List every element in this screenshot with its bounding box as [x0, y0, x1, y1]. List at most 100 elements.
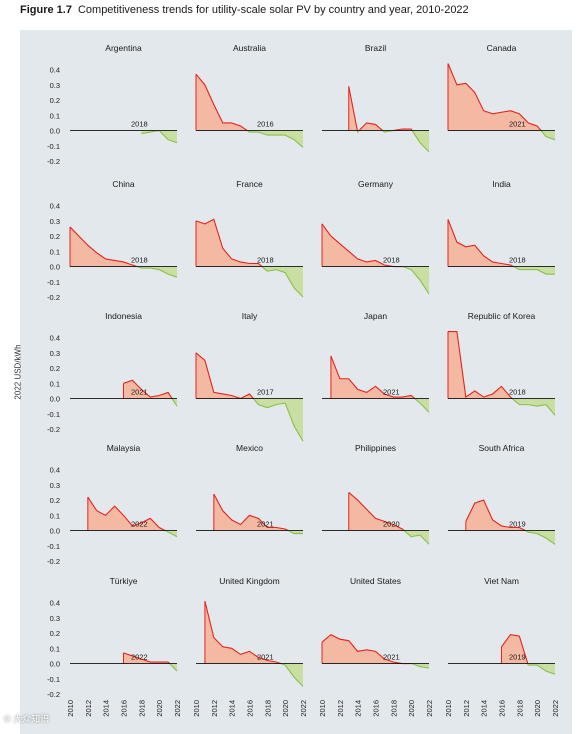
area-positive [213, 493, 289, 531]
panel-canada: Canada 2021 [447, 43, 556, 141]
series-line-positive [348, 86, 358, 131]
crossover-label: 2018 [131, 256, 148, 265]
figure-title-text: Competitiveness trends for utility-scale… [77, 4, 469, 16]
y-tick-label: 0.4 [50, 466, 60, 475]
crossover-label: 2018 [383, 256, 400, 265]
panel-title: United States [350, 576, 401, 586]
panel-title: Italy [242, 311, 258, 321]
x-tick-label: 2012 [84, 700, 93, 717]
chart-panel: Argentina 2018 0.4 0.3 0.2 0.1 0.0 -0.1 -0.2 Aust… [20, 30, 572, 734]
panel-title: India [492, 179, 511, 189]
area-negative [159, 130, 177, 143]
area-negative [513, 266, 555, 275]
panel-t-rkiye: Türkiye 2022 0.4 0.3 0.2 0.1 0.0 -0.1 -0.2 2010 20… [47, 576, 182, 717]
crossover-label: 2017 [257, 388, 274, 397]
y-tick-label: -0.1 [47, 142, 60, 151]
panel-title: Germany [358, 179, 394, 189]
y-tick-label: 0.0 [50, 527, 60, 536]
area-negative [136, 266, 177, 278]
x-tick-label: 2014 [354, 700, 363, 717]
series-line-positive [195, 73, 248, 131]
y-tick-label: 0.4 [50, 334, 60, 343]
y-tick-label: 0.0 [50, 127, 60, 136]
series-line-negative [411, 130, 430, 153]
series-line-negative [171, 398, 178, 407]
panel-indonesia: Indonesia 2021 0.4 0.3 0.2 0.1 0.0 -0.1 -0.2 [47, 311, 178, 434]
series-line-negative [164, 530, 178, 538]
x-tick-label: 2018 [263, 700, 272, 717]
series-line-positive [123, 379, 173, 399]
y-tick-label: 0.1 [50, 111, 60, 120]
y-tick-label: 0.2 [50, 96, 60, 105]
x-tick-label: 2020 [533, 700, 542, 717]
series-line-negative [356, 130, 360, 134]
x-tick-label: 2016 [372, 700, 381, 717]
crossover-label: 2021 [257, 520, 274, 529]
y-axis-label: 2022 USD/kWh [13, 344, 23, 400]
series-line-negative [414, 398, 430, 413]
y-tick-label: 0.3 [50, 349, 60, 358]
panel-title: Argentina [105, 43, 142, 53]
crossover-label: 2021 [383, 388, 400, 397]
area-negative [288, 530, 303, 534]
x-tick-label: 2022 [173, 700, 182, 717]
y-tick-label: -0.2 [47, 157, 60, 166]
series-line-positive [447, 63, 542, 131]
y-tick-label: -0.2 [47, 557, 60, 566]
series-line-negative [158, 130, 178, 144]
series-line-negative [169, 663, 178, 672]
series-line-positive [501, 634, 529, 664]
panel-title: Mexico [236, 443, 263, 453]
panel-germany: Germany 2018 [321, 179, 430, 295]
panel-title: Malaysia [107, 443, 141, 453]
panel-united-states: United States 2021 2010 2012 2014 2016 2018 202… [318, 576, 434, 717]
series-line-positive [87, 496, 166, 532]
figure-title: Figure 1.7 Competitiveness trends for uti… [20, 4, 469, 16]
panel-title: Philippines [355, 443, 396, 453]
area-negative [404, 530, 429, 545]
y-tick-label: -0.1 [47, 278, 60, 287]
x-tick-label: 2018 [137, 700, 146, 717]
y-tick-label: 0.4 [50, 66, 60, 75]
crossover-label: 2021 [509, 120, 526, 129]
y-tick-label: 0.3 [50, 81, 60, 90]
series-line-negative [280, 663, 304, 687]
x-tick-label: 2010 [66, 700, 75, 717]
y-tick-label: 0.2 [50, 496, 60, 505]
area-negative [540, 130, 555, 140]
panel-title: Australia [233, 43, 266, 53]
area-positive [70, 226, 137, 267]
x-tick-label: 2020 [281, 700, 290, 717]
series-line-negative [261, 266, 304, 298]
y-tick-label: 0.0 [50, 660, 60, 669]
area-positive [465, 500, 526, 531]
panel-italy: Italy 2017 [195, 311, 304, 442]
series-line-negative [246, 130, 304, 148]
series-line-negative [402, 266, 430, 295]
area-positive [448, 219, 514, 267]
series-line-positive [330, 355, 416, 399]
panel-brazil: Brazil [322, 43, 430, 153]
area-positive [501, 634, 528, 664]
x-tick-label: 2022 [551, 700, 560, 717]
panel-india: India 2018 [447, 179, 555, 275]
watermark: © 大众知识 [4, 714, 50, 724]
series-line-negative [252, 398, 304, 442]
area-negative [414, 398, 429, 413]
area-negative [247, 130, 303, 148]
series-line-positive [447, 219, 514, 268]
series-line-positive [393, 128, 413, 132]
x-tick-label: 2022 [299, 700, 308, 717]
area-negative [402, 266, 429, 294]
series-line-positive [213, 493, 289, 532]
panel-united-kingdom: United Kingdom 2021 2010 2012 2014 2016 2018 20… [192, 576, 308, 717]
area-positive [196, 352, 254, 399]
y-tick-label: 0.2 [50, 232, 60, 241]
x-tick-label: 2010 [192, 700, 201, 717]
y-tick-label: 0.3 [50, 481, 60, 490]
area-negative [512, 398, 555, 416]
small-multiples-chart: Argentina 2018 0.4 0.3 0.2 0.1 0.0 -0.1 -0.2 Aust… [47, 43, 560, 717]
panel-philippines: Philippines 2020 [322, 443, 430, 545]
area-positive [196, 74, 248, 131]
area-positive [348, 492, 405, 531]
